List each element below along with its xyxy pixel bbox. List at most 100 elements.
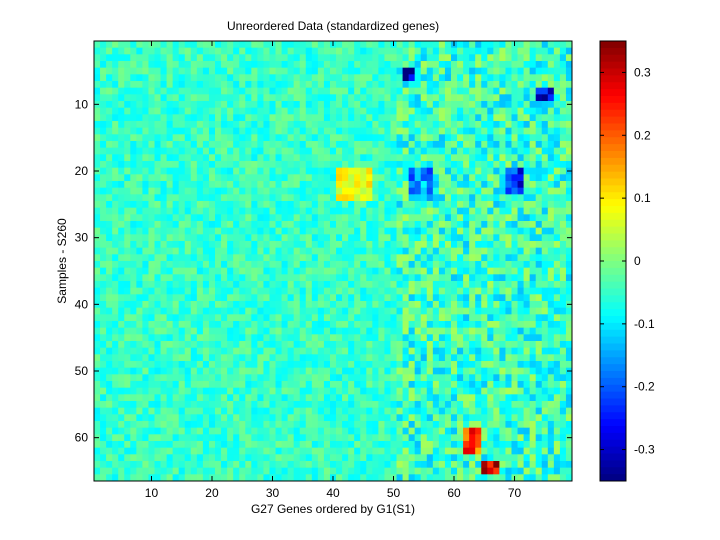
- heatmap-cell: [202, 154, 210, 162]
- heatmap-cell: [142, 41, 149, 49]
- heatmap-cell: [178, 161, 186, 169]
- heatmap-cell: [299, 274, 307, 282]
- heatmap-cell: [499, 41, 506, 49]
- heatmap-cell: [172, 334, 180, 342]
- heatmap-cell: [553, 401, 561, 409]
- heatmap-cell: [287, 241, 295, 249]
- heatmap-cell: [493, 101, 500, 109]
- heatmap-cell: [233, 47, 240, 55]
- heatmap-cell: [227, 367, 234, 375]
- heatmap-cell: [378, 254, 385, 262]
- heatmap-cell: [366, 421, 373, 429]
- heatmap-cell: [348, 101, 355, 109]
- heatmap-cell: [535, 201, 543, 209]
- heatmap-cell: [547, 394, 555, 402]
- heatmap-cell: [311, 101, 319, 109]
- heatmap-cell: [438, 454, 446, 462]
- heatmap-cell: [148, 81, 155, 89]
- heatmap-cell: [511, 434, 518, 442]
- heatmap-cell: [505, 221, 512, 229]
- heatmap-cell: [208, 234, 216, 242]
- heatmap-cell: [348, 447, 355, 455]
- heatmap-cell: [378, 301, 385, 309]
- heatmap-cell: [136, 421, 143, 429]
- heatmap-cell: [469, 74, 476, 82]
- heatmap-cell: [251, 94, 258, 102]
- heatmap-cell: [378, 441, 385, 449]
- heatmap-cell: [281, 194, 289, 202]
- heatmap-cell: [311, 154, 319, 162]
- heatmap-cell: [481, 61, 488, 69]
- heatmap-cell: [529, 47, 537, 55]
- heatmap-cell: [221, 174, 228, 182]
- heatmap-cell: [275, 101, 282, 109]
- heatmap-cell: [178, 374, 186, 382]
- heatmap-cell: [420, 414, 428, 422]
- heatmap-cell: [463, 241, 470, 249]
- heatmap-cell: [408, 94, 416, 102]
- heatmap-cell: [124, 134, 131, 142]
- heatmap-cell: [541, 301, 549, 309]
- heatmap-cell: [450, 201, 458, 209]
- heatmap-cell: [469, 414, 476, 422]
- heatmap-cell: [463, 287, 470, 295]
- heatmap-cell: [487, 361, 494, 369]
- heatmap-cell: [565, 327, 573, 335]
- heatmap-cell: [178, 407, 186, 415]
- heatmap-cell: [420, 87, 428, 95]
- heatmap-cell: [323, 294, 331, 302]
- heatmap-cell: [221, 134, 228, 142]
- heatmap-cell: [505, 447, 512, 455]
- heatmap-cell: [287, 327, 295, 335]
- heatmap-cell: [293, 394, 301, 402]
- heatmap-cell: [190, 367, 198, 375]
- heatmap-cell: [233, 194, 240, 202]
- heatmap-cell: [160, 187, 168, 195]
- heatmap-cell: [517, 414, 524, 422]
- heatmap-cell: [505, 361, 512, 369]
- heatmap-cell: [426, 174, 434, 182]
- heatmap-cell: [136, 221, 143, 229]
- heatmap-cell: [269, 447, 276, 455]
- heatmap-cell: [535, 41, 543, 49]
- heatmap-cell: [100, 114, 107, 122]
- heatmap-cell: [269, 427, 276, 435]
- heatmap-cell: [329, 201, 337, 209]
- heatmap-cell: [142, 54, 149, 62]
- heatmap-cell: [342, 274, 349, 282]
- heatmap-cell: [227, 427, 234, 435]
- heatmap-cell: [450, 54, 458, 62]
- heatmap-cell: [565, 361, 573, 369]
- heatmap-cell: [172, 447, 180, 455]
- heatmap-cell: [420, 281, 428, 289]
- heatmap-cell: [420, 47, 428, 55]
- heatmap-cell: [565, 227, 573, 235]
- heatmap-cell: [360, 67, 367, 75]
- heatmap-cell: [457, 287, 464, 295]
- heatmap-cell: [408, 274, 416, 282]
- heatmap-cell: [154, 401, 161, 409]
- heatmap-cell: [499, 267, 506, 275]
- heatmap-cell: [511, 301, 518, 309]
- heatmap-cell: [154, 427, 161, 435]
- heatmap-cell: [221, 147, 228, 155]
- heatmap-cell: [499, 194, 506, 202]
- heatmap-cell: [100, 427, 107, 435]
- heatmap-cell: [414, 241, 422, 249]
- heatmap-cell: [148, 207, 155, 215]
- heatmap-cell: [348, 274, 355, 282]
- heatmap-cell: [178, 47, 186, 55]
- heatmap-cell: [547, 174, 555, 182]
- heatmap-cell: [342, 447, 349, 455]
- heatmap-cell: [487, 61, 494, 69]
- heatmap-cell: [130, 234, 137, 242]
- heatmap-cell: [366, 167, 373, 175]
- heatmap-cell: [323, 61, 331, 69]
- heatmap-cell: [354, 67, 361, 75]
- heatmap-cell: [221, 81, 228, 89]
- heatmap-cell: [469, 307, 476, 315]
- heatmap-cell: [190, 434, 198, 442]
- heatmap-cell: [487, 147, 494, 155]
- heatmap-cell: [148, 234, 155, 242]
- heatmap-cell: [529, 41, 537, 49]
